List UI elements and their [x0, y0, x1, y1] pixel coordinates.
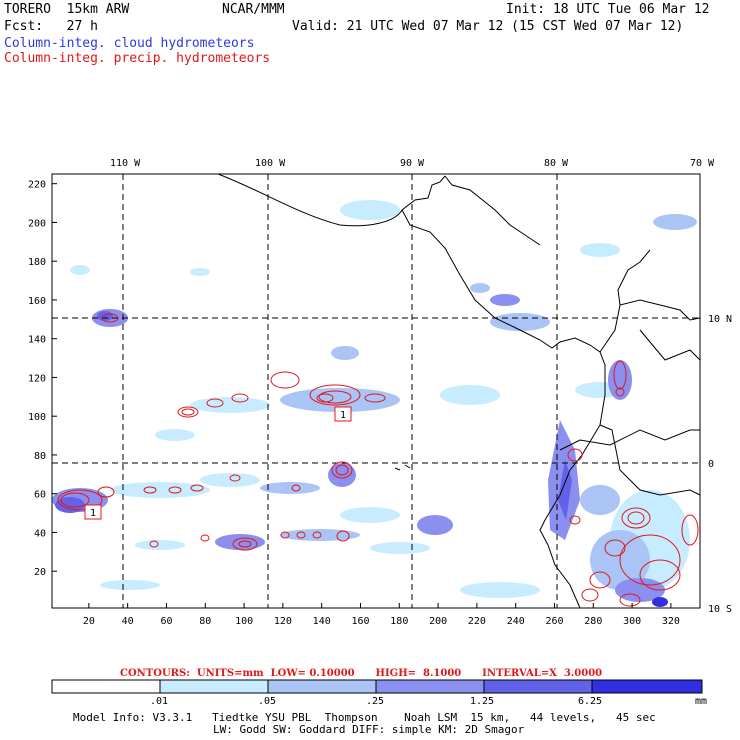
- x-tick-label: 20: [83, 616, 95, 627]
- lon-label-110w: 110 W: [110, 158, 141, 169]
- center-name: NCAR/MMM: [222, 2, 285, 17]
- x-tick-label: 180: [390, 616, 408, 627]
- x-tick-label: 120: [274, 616, 292, 627]
- lon-label-70w: 70 W: [690, 158, 715, 169]
- coastlines: [217, 173, 701, 609]
- x-tick-label: 200: [429, 616, 447, 627]
- x-tick-label: 220: [468, 616, 486, 627]
- lat-label-10s: 10 S: [708, 604, 732, 615]
- box-label-2: 1: [90, 508, 96, 519]
- valid-time: Valid: 21 UTC Wed 07 Mar 12 (15 CST Wed …: [292, 19, 684, 34]
- lat-label-10n: 10 N: [708, 314, 732, 325]
- lat-label-0: 0: [708, 459, 714, 470]
- x-tick-label: 320: [662, 616, 680, 627]
- min-box-labels: 1 1: [84, 406, 352, 520]
- y-tick-label: 140: [28, 335, 46, 346]
- box-label-1: 1: [340, 410, 346, 421]
- field-cloud-label: Column-integ. cloud hydrometeors: [4, 36, 255, 51]
- x-tick-label: 40: [122, 616, 134, 627]
- x-tick-label: 300: [623, 616, 641, 627]
- y-tick-label: 160: [28, 296, 46, 307]
- y-tick-label: 100: [28, 412, 46, 423]
- lon-label-80w: 80 W: [544, 158, 569, 169]
- y-tick-label: 80: [34, 451, 46, 462]
- model-info-line1: Model Info: V3.3.1 Tiedtke YSU PBL Thomp…: [73, 711, 656, 724]
- x-tick-label: 280: [584, 616, 602, 627]
- y-tick-label: 220: [28, 180, 46, 191]
- y-tick-label: 200: [28, 218, 46, 229]
- y-tick-label: 120: [28, 373, 46, 384]
- model-title: TORERO 15km ARW: [4, 2, 130, 17]
- x-tick-label: 100: [235, 616, 253, 627]
- init-time: Init: 18 UTC Tue 06 Mar 12: [506, 2, 710, 17]
- x-tick-label: 240: [507, 616, 525, 627]
- x-tick-label: 80: [199, 616, 211, 627]
- model-info-line2: LW: Godd SW: Goddard DIFF: simple KM: 2D…: [213, 723, 525, 736]
- map-border: [51, 173, 701, 609]
- x-tick-label: 140: [313, 616, 331, 627]
- latitude-labels: 10 N 0 10 S: [708, 314, 732, 615]
- x-tick-label: 60: [160, 616, 172, 627]
- longitude-labels: 110 W 100 W 90 W 80 W 70 W: [110, 158, 715, 169]
- y-tick-label: 60: [34, 490, 46, 501]
- field-precip-label: Column-integ. precip. hydrometeors: [4, 51, 271, 66]
- y-tick-label: 180: [28, 257, 46, 268]
- contours-info: CONTOURS: UNITS=mm LOW= 0.10000 HIGH= 8.…: [120, 668, 603, 679]
- lon-label-90w: 90 W: [400, 158, 425, 169]
- precip-contours: [57, 313, 699, 607]
- forecast-hour: Fcst: 27 h: [4, 19, 98, 34]
- graticule: [52, 174, 700, 608]
- y-tick-label: 40: [34, 528, 46, 539]
- y-tick-label: 20: [34, 567, 46, 578]
- y-axis-ticks: 20 40 60 80 100 120 140 160 180 200 220: [28, 180, 57, 578]
- x-axis-ticks: 20 40 60 80 100 120 140 160 180 200 220 240 260 280 30…: [83, 603, 680, 627]
- x-tick-label: 260: [545, 616, 563, 627]
- x-tick-label: 160: [351, 616, 369, 627]
- lon-label-100w: 100 W: [255, 158, 286, 169]
